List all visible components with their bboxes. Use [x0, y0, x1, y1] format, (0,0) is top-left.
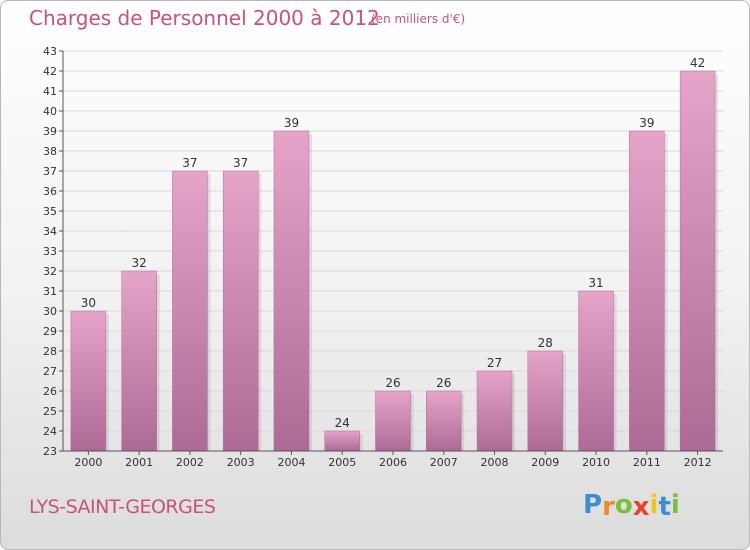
- logo-letter: i: [670, 490, 680, 520]
- bar-2002: [172, 170, 208, 452]
- logo-letter: o: [614, 490, 633, 520]
- x-tick-label: 2011: [633, 456, 661, 469]
- y-tick-label: 26: [43, 385, 57, 398]
- bar-value-label: 32: [132, 256, 147, 270]
- bars: 30 32 37 37 39 24 26 26 27 28 31 39 42: [70, 56, 719, 452]
- bar-value-label: 27: [487, 356, 502, 370]
- chart-subtitle: (en milliers d'€): [371, 12, 466, 26]
- bar-2004: [273, 130, 310, 452]
- bar-value-label: 24: [335, 416, 350, 430]
- y-tick-label: 38: [43, 145, 57, 158]
- bar-value-label: 37: [182, 156, 197, 170]
- x-tick-label: 2012: [684, 456, 712, 469]
- bar-value-label: 28: [538, 336, 553, 350]
- bar-value-label: 39: [284, 116, 299, 130]
- x-tick-label: 2006: [379, 456, 407, 469]
- y-tick-label: 27: [43, 365, 57, 378]
- x-tick-label: 2001: [125, 456, 153, 469]
- y-tick-label: 40: [43, 105, 57, 118]
- logo-letter: r: [602, 492, 615, 522]
- chart-title: Charges de Personnel 2000 à 2012: [29, 6, 380, 30]
- bar-2005: [324, 430, 360, 452]
- bar-2009: [527, 350, 564, 452]
- proxiti-logo: Proxiti: [583, 490, 680, 522]
- logo-letter: t: [658, 492, 671, 522]
- y-tick-label: 33: [43, 245, 57, 258]
- bar-value-label: 39: [639, 116, 654, 130]
- y-tick-label: 25: [43, 405, 57, 418]
- x-tick-label: 2009: [531, 456, 559, 469]
- y-tick-label: 41: [43, 85, 57, 98]
- x-tick-label: 2008: [481, 456, 509, 469]
- y-tick-label: 29: [43, 325, 57, 338]
- x-tick-label: 2005: [328, 456, 356, 469]
- y-tick-label: 23: [43, 445, 57, 458]
- y-tick-label: 31: [43, 285, 57, 298]
- bar-2003: [222, 170, 259, 452]
- logo-letter: x: [632, 492, 650, 522]
- y-tick-label: 35: [43, 205, 57, 218]
- y-tick-label: 24: [43, 425, 57, 438]
- bar-2006: [375, 390, 411, 452]
- x-tick-label: 2002: [176, 456, 204, 469]
- y-tick-label: 30: [43, 305, 57, 318]
- y-tick-label: 34: [43, 225, 57, 238]
- city-name: LYS-SAINT-GEORGES: [29, 496, 216, 518]
- bar-2011: [629, 130, 665, 452]
- x-tick-label: 2004: [277, 456, 305, 469]
- axes: 23 24 25 26 27 28 29 30 31 32 33 34 35 36 37 38 39 40 41 42…: [43, 45, 723, 469]
- bar-2012: [679, 70, 716, 452]
- bar-2000: [70, 310, 107, 452]
- x-tick-label: 2003: [227, 456, 255, 469]
- logo-letter: i: [649, 490, 659, 520]
- y-tick-label: 32: [43, 265, 57, 278]
- bar-value-label: 30: [81, 296, 96, 310]
- bar-2008: [476, 370, 513, 452]
- y-tick-label: 37: [43, 165, 57, 178]
- bar-value-label: 42: [690, 56, 705, 70]
- bar-2001: [121, 270, 157, 452]
- bar-value-label: 26: [436, 376, 451, 390]
- y-tick-label: 42: [43, 65, 57, 78]
- bar-value-label: 26: [385, 376, 400, 390]
- bar-value-label: 37: [233, 156, 248, 170]
- y-tick-label: 36: [43, 185, 57, 198]
- x-tick-label: 2007: [430, 456, 458, 469]
- bar-value-label: 31: [588, 276, 603, 290]
- logo-letter: P: [583, 490, 603, 520]
- x-tick-label: 2010: [582, 456, 610, 469]
- bar-2010: [578, 290, 614, 452]
- y-tick-label: 39: [43, 125, 57, 138]
- y-tick-label: 28: [43, 345, 57, 358]
- y-tick-label: 43: [43, 45, 57, 58]
- bar-2007: [426, 390, 462, 452]
- x-tick-label: 2000: [74, 456, 102, 469]
